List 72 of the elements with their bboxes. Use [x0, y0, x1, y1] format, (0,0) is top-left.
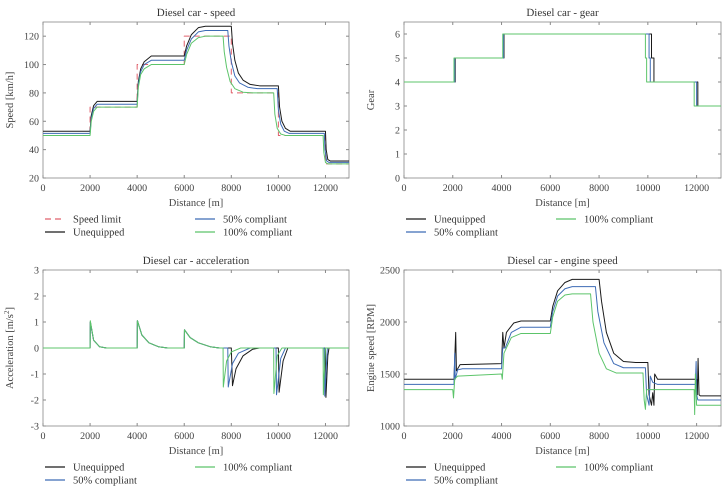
y-tick-label: 6 [395, 30, 400, 40]
y-tick-label: 1000 [380, 422, 400, 432]
legend-label: Speed limit [73, 214, 122, 226]
y-axis-title: Speed [km/h] [5, 72, 16, 128]
legend-label: 50% compliant [73, 476, 137, 486]
x-tick-label: 12000 [312, 183, 338, 194]
legend-label: 100% compliant [223, 462, 292, 474]
x-tick-label: 2000 [80, 183, 100, 194]
y-tick-label: 0 [395, 174, 400, 184]
chart-title: Diesel car - speed [156, 7, 236, 19]
x-tick-label: 6000 [174, 183, 194, 194]
y-tick-label: 2000 [380, 318, 400, 328]
x-tick-label: 10000 [266, 183, 291, 194]
y-tick-label: 1500 [380, 370, 400, 380]
legend-label: Unequipped [73, 462, 126, 474]
x-tick-label: 8000 [589, 431, 610, 442]
y-tick-label: 1 [395, 150, 400, 160]
x-tick-label: 2000 [442, 431, 463, 442]
legend-label: Unequipped [434, 462, 486, 474]
y-tick-label: 2500 [380, 266, 400, 276]
x-tick-label: 4000 [127, 183, 148, 194]
legend-label: Unequipped [434, 214, 486, 226]
chart-title: Diesel car - gear [526, 7, 600, 19]
x-tick-label: 12000 [312, 431, 338, 442]
x-axis-title: Distance [m] [168, 198, 224, 209]
y-tick-label: -2 [30, 396, 39, 406]
x-tick-label: 6000 [540, 183, 560, 194]
y-axis-title: Engine speed [RPM] [366, 304, 377, 392]
x-tick-label: 10000 [266, 431, 291, 442]
y-tick-label: 3 [395, 102, 400, 112]
x-tick-label: 8000 [221, 183, 242, 194]
x-axis-title: Distance [m] [535, 198, 590, 209]
legend-label: 100% compliant [223, 228, 292, 238]
x-tick-label: 10000 [635, 183, 660, 194]
chart-title: Diesel car - engine speed [507, 255, 618, 267]
legend-label: 100% compliant [584, 214, 654, 226]
x-tick-label: 2000 [80, 431, 100, 442]
x-tick-label: 12000 [684, 183, 710, 194]
y-tick-label: 2 [395, 126, 400, 136]
y-tick-label: 4 [395, 78, 400, 88]
y-tick-label: 0 [34, 344, 39, 354]
x-tick-label: 6000 [174, 431, 194, 442]
y-tick-label: 80 [29, 88, 39, 100]
x-tick-label: 6000 [540, 431, 560, 442]
y-tick-label: 3 [34, 266, 39, 276]
y-axis-title: Gear [366, 89, 377, 110]
x-tick-label: 4000 [127, 431, 148, 442]
y-tick-label: 1 [34, 318, 39, 328]
y-tick-label: -3 [30, 422, 39, 432]
y-tick-label: 60 [29, 116, 39, 128]
chart-title: Diesel car - acceleration [142, 255, 250, 267]
legend-label: 50% compliant [434, 476, 498, 486]
legend-label: 50% compliant [223, 214, 287, 226]
legend-label: 50% compliant [434, 228, 498, 238]
x-tick-label: 12000 [684, 431, 710, 442]
x-axis-title: Distance [m] [535, 446, 590, 457]
x-tick-label: 8000 [589, 183, 610, 194]
x-tick-label: 10000 [635, 431, 660, 442]
y-tick-label: 2 [34, 292, 39, 302]
y-tick-label: 5 [395, 54, 400, 64]
x-tick-label: 8000 [221, 431, 242, 442]
x-tick-label: 4000 [492, 183, 512, 194]
legend-label: 100% compliant [584, 462, 654, 474]
x-axis-title: Distance [m] [168, 446, 224, 457]
y-tick-label: 40 [29, 145, 39, 156]
legend-label: Unequipped [73, 228, 126, 238]
x-tick-label: 2000 [442, 183, 463, 194]
y-tick-label: 120 [24, 32, 39, 43]
y-tick-label: 20 [29, 174, 39, 184]
x-tick-label: 4000 [492, 431, 512, 442]
y-tick-label: 100 [24, 60, 39, 72]
y-tick-label: -1 [30, 370, 39, 380]
